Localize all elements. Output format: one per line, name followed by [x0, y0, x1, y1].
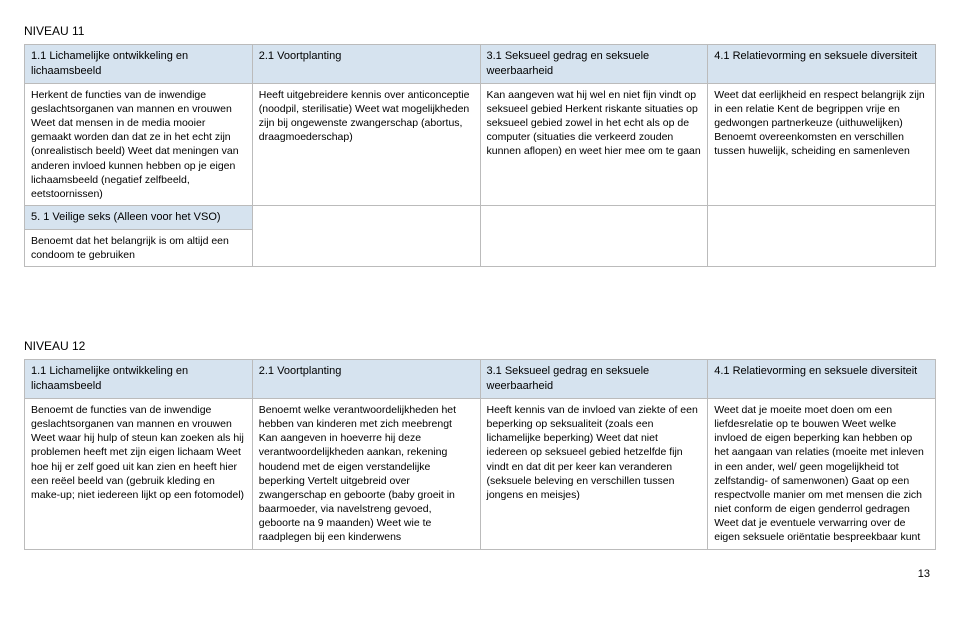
cell-body: Weet dat je moeite moet doen om een lief…: [708, 398, 936, 549]
column-header: 2.1 Voortplanting: [252, 360, 480, 399]
cell-body: Heeft kennis van de invloed van ziekte o…: [480, 398, 708, 549]
table-row: 1.1 Lichamelijke ontwikkeling en lichaam…: [25, 45, 936, 84]
column-header: 1.1 Lichamelijke ontwikkeling en lichaam…: [25, 45, 253, 84]
cell-body: Benoemt dat het belangrijk is om altijd …: [25, 229, 253, 266]
column-header: 2.1 Voortplanting: [252, 45, 480, 84]
level-title: NIVEAU 11: [24, 24, 936, 38]
table-row: 5. 1 Veilige seks (Alleen voor het VSO): [25, 206, 936, 230]
cell-body: Benoemt de functies van de inwendige ges…: [25, 398, 253, 549]
cell-body: Kan aangeven wat hij wel en niet fijn vi…: [480, 83, 708, 205]
cell-body: Benoemt welke verantwoordelijkheden het …: [252, 398, 480, 549]
level-title: NIVEAU 12: [24, 339, 936, 353]
column-header: 3.1 Seksueel gedrag en seksuele weerbaar…: [480, 360, 708, 399]
column-header: 4.1 Relatievorming en seksuele diversite…: [708, 360, 936, 399]
column-header: 1.1 Lichamelijke ontwikkeling en lichaam…: [25, 360, 253, 399]
table-row: Benoemt de functies van de inwendige ges…: [25, 398, 936, 549]
table-row: 1.1 Lichamelijke ontwikkeling en lichaam…: [25, 360, 936, 399]
column-header: 5. 1 Veilige seks (Alleen voor het VSO): [25, 206, 253, 230]
table-row: Herkent de functies van de inwendige ges…: [25, 83, 936, 205]
cell-body: Weet dat eerlijkheid en respect belangri…: [708, 83, 936, 205]
page-number: 13: [24, 568, 936, 580]
cell-body: Heeft uitgebreidere kennis over anticonc…: [252, 83, 480, 205]
column-header: 3.1 Seksueel gedrag en seksuele weerbaar…: [480, 45, 708, 84]
column-header: 4.1 Relatievorming en seksuele diversite…: [708, 45, 936, 84]
table-level-11: 1.1 Lichamelijke ontwikkeling en lichaam…: [24, 44, 936, 267]
table-level-12: 1.1 Lichamelijke ontwikkeling en lichaam…: [24, 359, 936, 549]
cell-body: Herkent de functies van de inwendige ges…: [25, 83, 253, 205]
